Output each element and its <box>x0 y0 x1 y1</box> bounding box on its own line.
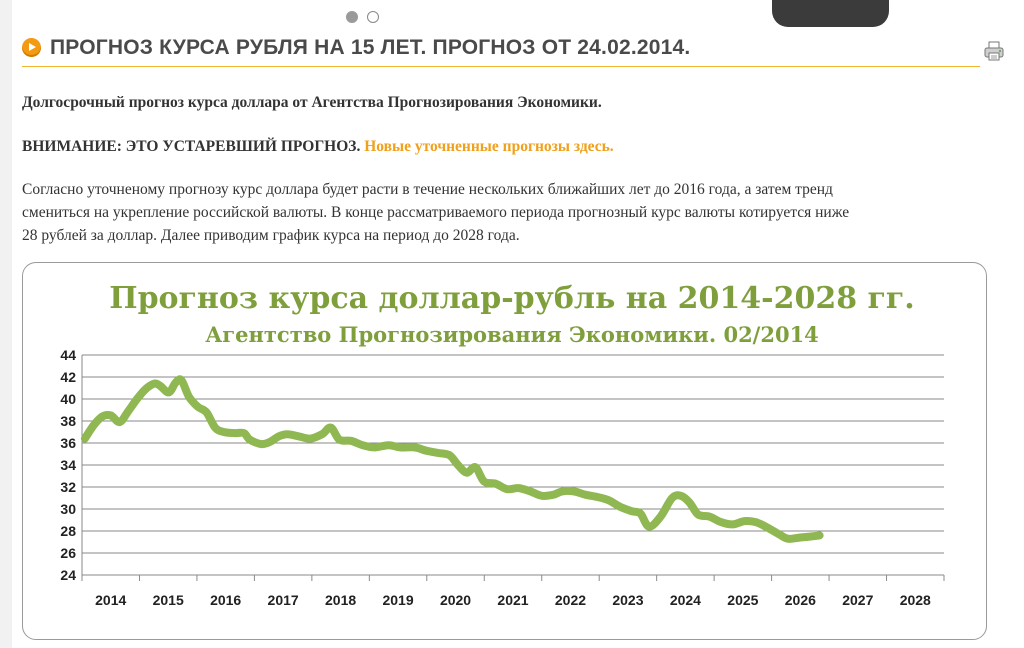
warning-line: ВНИМАНИЕ: ЭТО УСТАРЕВШИЙ ПРОГНОЗ. Новые … <box>22 136 614 158</box>
chart-axes: 24 26 28 30 32 34 36 38 40 42 44 2014 2015 2016 2017 20… <box>60 347 945 608</box>
x-tick-label: 2019 <box>382 592 413 608</box>
x-tick-label: 2017 <box>268 592 299 608</box>
x-tick-label: 2014 <box>95 592 126 608</box>
x-tick-label: 2023 <box>612 592 643 608</box>
x-tick-label: 2026 <box>785 592 816 608</box>
print-icon[interactable] <box>983 40 1005 62</box>
chart-series-layer <box>80 375 824 543</box>
y-tick-label: 30 <box>60 501 76 517</box>
chart-grid <box>82 354 944 576</box>
x-tick-label: 2024 <box>670 592 701 608</box>
top-bar-pill[interactable] <box>772 0 889 27</box>
forecast-chart: Прогноз курса доллар-рубль на 2014-2028 … <box>60 281 945 608</box>
new-forecasts-link[interactable]: Новые уточненные прогнозы здесь. <box>364 138 614 155</box>
page-dot-inactive[interactable] <box>367 11 379 23</box>
y-tick-label: 42 <box>60 369 76 385</box>
x-tick-label: 2015 <box>153 592 184 608</box>
article-header: ПРОГНОЗ КУРСА РУБЛЯ НА 15 ЛЕТ. ПРОГНОЗ О… <box>22 36 980 67</box>
y-tick-label: 24 <box>60 567 76 583</box>
article-body-line-1: Согласно уточненому прогнозу курс доллар… <box>22 181 833 198</box>
y-tick-label: 40 <box>60 391 76 407</box>
page-indicator[interactable] <box>346 11 379 23</box>
x-tick-label: 2022 <box>555 592 586 608</box>
x-tick-label: 2016 <box>210 592 241 608</box>
x-tick-label: 2018 <box>325 592 356 608</box>
y-tick-label: 26 <box>60 545 76 561</box>
x-tick-label: 2027 <box>842 592 873 608</box>
orange-arrow-bullet-icon <box>22 38 41 57</box>
x-tick-label: 2021 <box>497 592 528 608</box>
warning-text: ВНИМАНИЕ: ЭТО УСТАРЕВШИЙ ПРОГНОЗ. <box>22 138 361 155</box>
chart-title: Прогноз курса доллар-рубль на 2014-2028 … <box>109 281 915 316</box>
y-tick-label: 44 <box>60 347 76 363</box>
y-tick-label: 28 <box>60 523 76 539</box>
article-subtitle: Долгосрочный прогноз курса доллара от Аг… <box>22 94 602 111</box>
x-tick-label: 2028 <box>900 592 931 608</box>
series-line-0 <box>80 375 824 543</box>
chart-subtitle: Агентство Прогнозирования Экономики. 02/… <box>205 322 819 347</box>
article-body-line-3: 28 рублей за доллар. Далее приводим граф… <box>22 227 520 244</box>
chart-frame <box>22 262 987 640</box>
y-tick-label: 38 <box>60 413 76 429</box>
x-tick-label: 2025 <box>727 592 758 608</box>
article-body-line-2: смениться на укрепление российской валют… <box>22 204 850 221</box>
y-tick-label: 34 <box>60 457 76 473</box>
page-title: ПРОГНОЗ КУРСА РУБЛЯ НА 15 ЛЕТ. ПРОГНОЗ О… <box>50 36 691 59</box>
y-tick-label: 36 <box>60 435 76 451</box>
x-tick-label: 2020 <box>440 592 471 608</box>
y-tick-label: 32 <box>60 479 76 495</box>
page-dot-active[interactable] <box>346 11 358 23</box>
left-edge-strip <box>0 0 12 648</box>
